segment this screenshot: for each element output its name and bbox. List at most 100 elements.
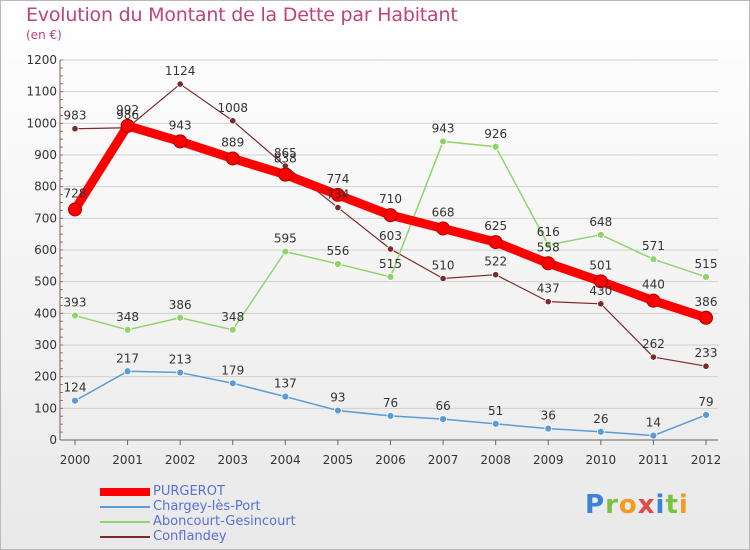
data-label-chargey-l-s-port: 93 [330, 391, 345, 405]
data-label-aboncourt-gesincourt: 515 [379, 257, 402, 271]
data-point-purgerot [330, 187, 345, 202]
y-tick-label: 1000 [26, 116, 57, 130]
logo-letter: P [585, 490, 606, 520]
data-label-conflandey: 522 [484, 255, 507, 269]
data-point-purgerot [278, 167, 293, 182]
data-point-chargey-l-s-port [334, 406, 342, 415]
legend-swatch [100, 520, 150, 523]
legend-label: PURGEROT [153, 483, 225, 499]
data-label-purgerot: 838 [274, 152, 297, 166]
proxiti-logo: Proxiti [585, 490, 689, 520]
data-point-aboncourt-gesincourt [281, 247, 290, 256]
x-tick-label: 2012 [691, 453, 722, 467]
data-label-purgerot: 386 [695, 295, 718, 309]
data-label-purgerot: 992 [116, 103, 139, 117]
x-tick-label: 2001 [112, 453, 143, 467]
data-point-chargey-l-s-port [123, 367, 132, 376]
data-label-purgerot: 710 [379, 192, 402, 206]
x-tick-label: 2002 [165, 453, 196, 467]
data-label-chargey-l-s-port: 14 [646, 416, 661, 430]
data-point-conflandey [176, 80, 184, 88]
data-label-purgerot: 558 [537, 240, 560, 254]
data-label-aboncourt-gesincourt: 556 [326, 244, 349, 258]
data-label-aboncourt-gesincourt: 943 [432, 121, 455, 135]
data-point-purgerot [593, 274, 608, 289]
chart-title: Evolution du Montant de la Dette par Hab… [26, 4, 458, 26]
logo-letter: i [655, 490, 666, 520]
data-label-conflandey: 437 [537, 282, 560, 296]
data-point-chargey-l-s-port [228, 379, 237, 388]
data-label-chargey-l-s-port: 217 [116, 351, 139, 365]
data-point-aboncourt-gesincourt [491, 142, 500, 151]
data-label-purgerot: 501 [589, 258, 612, 272]
data-point-purgerot [436, 221, 451, 236]
data-point-purgerot [383, 208, 398, 223]
data-label-conflandey: 233 [695, 346, 718, 360]
data-point-aboncourt-gesincourt [176, 313, 185, 322]
data-label-chargey-l-s-port: 51 [488, 404, 503, 418]
data-point-chargey-l-s-port [596, 427, 605, 436]
data-point-conflandey [439, 274, 447, 283]
x-tick-label: 2008 [480, 453, 511, 467]
data-point-chargey-l-s-port [491, 419, 500, 428]
y-tick-label: 800 [34, 180, 57, 194]
data-label-conflandey: 986 [116, 108, 139, 122]
data-point-chargey-l-s-port [176, 368, 185, 377]
data-label-purgerot: 440 [642, 278, 665, 292]
data-point-chargey-l-s-port [544, 424, 553, 433]
data-label-aboncourt-gesincourt: 348 [221, 310, 244, 324]
y-tick-label: 600 [34, 243, 57, 257]
data-point-conflandey [597, 300, 605, 308]
y-tick-label: 1100 [26, 85, 57, 99]
data-point-purgerot [646, 293, 661, 308]
x-tick-label: 2005 [323, 453, 354, 467]
data-label-purgerot: 889 [221, 135, 244, 149]
logo-letter: t [665, 490, 679, 520]
legend-item: Aboncourt-Gesincourt [100, 514, 296, 529]
unit-label: (en €) [26, 28, 62, 42]
data-point-aboncourt-gesincourt [71, 311, 79, 320]
data-point-conflandey [544, 298, 552, 306]
legend-label: Chargey-lès-Port [153, 498, 261, 514]
legend-swatch [100, 505, 150, 508]
y-tick-label: 300 [34, 338, 57, 352]
data-point-conflandey [71, 125, 79, 133]
data-label-aboncourt-gesincourt: 393 [64, 296, 87, 310]
data-label-purgerot: 774 [326, 172, 349, 186]
data-point-aboncourt-gesincourt [596, 230, 605, 239]
legend-item: Chargey-lès-Port [100, 499, 296, 514]
data-label-purgerot: 668 [432, 205, 455, 219]
data-point-purgerot [541, 256, 556, 271]
data-point-purgerot [68, 202, 82, 217]
data-label-aboncourt-gesincourt: 571 [642, 239, 665, 253]
data-label-chargey-l-s-port: 26 [593, 412, 608, 426]
y-tick-label: 1200 [26, 53, 57, 67]
legend-label: Aboncourt-Gesincourt [153, 513, 296, 529]
data-point-chargey-l-s-port [649, 431, 658, 440]
legend-item: Conflandey [100, 529, 296, 544]
x-tick-label: 2000 [60, 453, 91, 467]
data-label-conflandey: 430 [589, 284, 612, 298]
y-tick-label: 0 [49, 433, 57, 447]
data-label-purgerot: 943 [169, 118, 192, 132]
logo-letter: x [637, 490, 656, 520]
y-tick-label: 700 [34, 211, 57, 225]
data-label-conflandey: 983 [64, 109, 87, 123]
data-label-aboncourt-gesincourt: 926 [484, 127, 507, 141]
y-tick-label: 200 [34, 370, 57, 384]
data-point-aboncourt-gesincourt [228, 325, 237, 334]
data-point-conflandey [702, 362, 710, 370]
data-label-aboncourt-gesincourt: 515 [695, 257, 718, 271]
data-point-aboncourt-gesincourt [649, 255, 658, 264]
data-point-purgerot [488, 235, 503, 250]
data-point-chargey-l-s-port [439, 415, 447, 424]
x-tick-label: 2010 [586, 453, 617, 467]
data-label-aboncourt-gesincourt: 595 [274, 232, 297, 246]
data-label-conflandey: 1124 [165, 64, 196, 78]
legend-swatch [100, 487, 150, 496]
data-label-conflandey: 510 [432, 259, 455, 273]
logo-letter: o [618, 490, 638, 520]
data-label-aboncourt-gesincourt: 648 [589, 215, 612, 229]
data-label-purgerot: 728 [64, 186, 87, 200]
